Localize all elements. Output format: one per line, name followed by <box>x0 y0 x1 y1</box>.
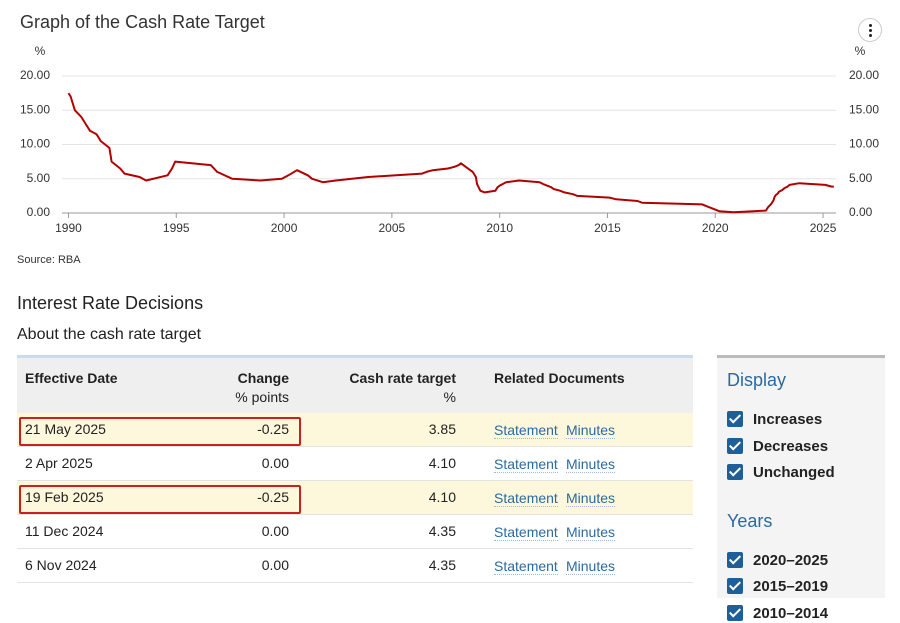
decisions-table: Effective Date Change % points Cash rate ta… <box>17 355 693 583</box>
chart: % % 0.00 5.00 10.00 15.00 20.00 0.00 5.00 10.00 15… <box>20 44 879 235</box>
option-label: 2015–2019 <box>753 578 829 595</box>
column-header: Change % points <box>235 369 289 407</box>
statement-link[interactable]: Statement <box>494 524 558 541</box>
filter-option[interactable]: 2020–2025 <box>727 551 829 570</box>
filter-sidebar: Display Increases Decreases Unchanged Years 2… <box>717 355 885 622</box>
checkbox[interactable] <box>727 437 743 454</box>
filter-option[interactable]: Unchanged <box>727 464 835 482</box>
checkbox[interactable] <box>727 551 743 568</box>
table-row: 2 Apr 2025 0.00 4.10 Statement Minutes <box>17 447 693 481</box>
statement-link[interactable]: Statement <box>494 422 558 439</box>
cash-rate: 4.10 <box>428 489 456 505</box>
column-title: Effective Date <box>25 370 118 386</box>
statement-link[interactable]: Statement <box>494 456 558 473</box>
x-tick-label: 2000 <box>271 221 298 235</box>
rate-change: -0.25 <box>257 421 289 437</box>
statement-link[interactable]: Statement <box>494 558 558 575</box>
y-axis-label: % <box>35 44 46 58</box>
effective-date: 6 Nov 2024 <box>25 557 97 573</box>
column-header: Effective Date <box>25 369 118 388</box>
effective-date: 21 May 2025 <box>25 421 106 437</box>
chart-title: Graph of the Cash Rate Target <box>20 12 265 32</box>
x-tick-label: 1990 <box>55 221 82 235</box>
minutes-link[interactable]: Minutes <box>566 558 616 575</box>
column-title: Related Documents <box>494 370 625 386</box>
filter-group-title: Display <box>727 370 787 390</box>
cash-rate: 4.35 <box>428 523 456 539</box>
y-tick-label: 5.00 <box>27 171 51 185</box>
filter-option[interactable]: Decreases <box>727 437 829 456</box>
rate-change: -0.25 <box>257 489 289 505</box>
filter-option[interactable]: 2010–2014 <box>727 604 829 623</box>
column-header: Cash rate target% <box>349 369 456 407</box>
highlight-box <box>19 417 301 446</box>
filter-group-title: Years <box>727 510 773 531</box>
table-row: 11 Dec 2024 0.00 4.35 Statement Minutes <box>17 515 693 549</box>
effective-date: 19 Feb 2025 <box>25 489 104 505</box>
filter-option[interactable]: Increases <box>727 411 822 429</box>
filter-option[interactable]: 2015–2019 <box>727 578 828 596</box>
option-label: 2010–2014 <box>753 604 829 622</box>
checkbox[interactable] <box>727 411 743 427</box>
column-title: Cash rate target <box>349 370 456 386</box>
column-unit: % points <box>235 389 289 405</box>
y-tick-label: 0.00 <box>27 205 51 219</box>
x-tick-label: 2020 <box>702 221 729 235</box>
section-subtitle: About the cash rate target <box>17 326 202 343</box>
x-tick-label: 2010 <box>486 221 513 235</box>
page: {"chart_data": {"type": "line", "title":… <box>0 0 900 590</box>
y2-tick-label: 5.00 <box>849 171 873 185</box>
statement-link[interactable]: Statement <box>494 490 558 507</box>
column-header: Related Documents <box>494 369 625 388</box>
cash-rate: 4.10 <box>428 455 456 471</box>
column-unit: % <box>443 389 456 405</box>
checkbox[interactable] <box>727 604 743 621</box>
chart-menu-button[interactable] <box>858 18 882 42</box>
y-tick-label: 15.00 <box>20 102 50 116</box>
option-label: Unchanged <box>753 464 835 481</box>
minutes-link[interactable]: Minutes <box>566 422 616 439</box>
x-tick-label: 2005 <box>379 221 406 235</box>
option-label: 2020–2025 <box>753 551 829 569</box>
effective-date: 2 Apr 2025 <box>25 455 93 471</box>
table-header: Effective Date Change % points Cash rate ta… <box>17 358 693 413</box>
effective-date: 11 Dec 2024 <box>25 523 104 539</box>
y2-axis-label: % <box>855 44 866 58</box>
y2-tick-label: 15.00 <box>849 102 879 116</box>
x-tick-label: 1995 <box>163 221 190 235</box>
checkbox[interactable] <box>727 578 743 594</box>
rate-line <box>67 92 834 214</box>
table-row: 6 Nov 2024 0.00 4.35 Statement Minutes <box>17 549 693 583</box>
minutes-link[interactable]: Minutes <box>566 490 616 507</box>
section-title: Interest Rate Decisions <box>17 293 204 313</box>
y2-tick-label: 20.00 <box>849 68 879 82</box>
y-tick-label: 20.00 <box>20 68 50 82</box>
cash-rate: 4.35 <box>428 557 456 573</box>
rate-change: 0.00 <box>261 523 289 539</box>
option-label: Increases <box>753 411 823 428</box>
y2-tick-label: 10.00 <box>849 137 879 151</box>
option-label: Decreases <box>753 437 829 455</box>
rate-change: 0.00 <box>261 557 289 573</box>
x-tick-label: 2025 <box>810 221 837 235</box>
checkbox[interactable] <box>727 464 743 480</box>
minutes-link[interactable]: Minutes <box>566 456 616 473</box>
table-row: 19 Feb 2025 -0.25 4.10 Statement Minutes <box>17 481 693 515</box>
column-title: Change <box>237 370 289 386</box>
chart-source: Source: RBA <box>17 254 81 266</box>
x-tick-label: 2015 <box>594 221 621 235</box>
table-row: 21 May 2025 -0.25 3.85 Statement Minutes <box>17 413 693 447</box>
highlight-box <box>19 485 301 514</box>
y2-tick-label: 0.00 <box>849 205 873 219</box>
cash-rate: 3.85 <box>428 421 456 437</box>
rate-change: 0.00 <box>261 455 289 471</box>
minutes-link[interactable]: Minutes <box>566 524 616 541</box>
y-tick-label: 10.00 <box>20 137 50 151</box>
